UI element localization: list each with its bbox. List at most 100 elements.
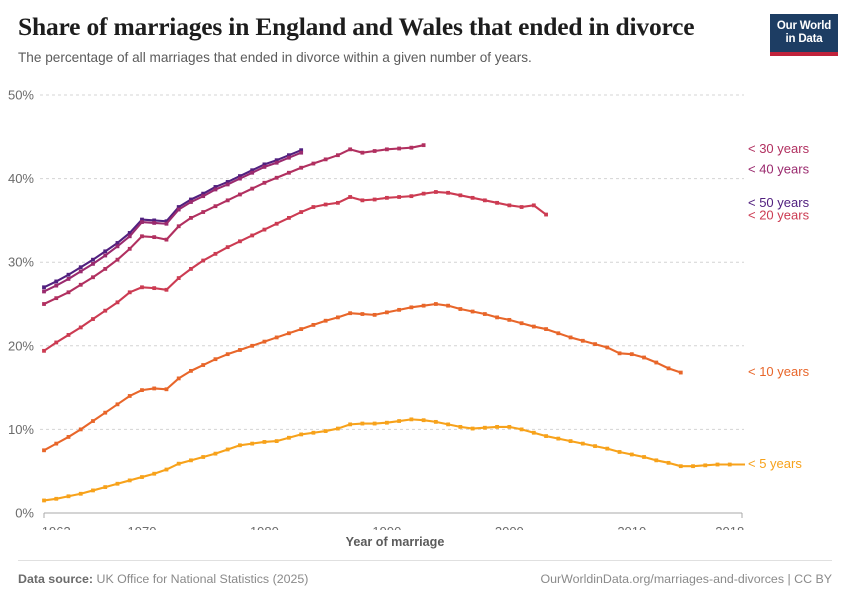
attribution-link[interactable]: OurWorldinData.org/marriages-and-divorce… [540,572,832,586]
series-label--10-years[interactable]: < 10 years [748,364,810,379]
data-point-marker [164,237,169,242]
our-world-in-data-logo[interactable]: Our World in Data [770,14,838,56]
data-point-marker [335,153,340,158]
data-point-marker [360,421,365,426]
data-point-marker [593,342,597,347]
data-point-marker [348,422,353,427]
data-point-marker [127,234,132,239]
data-point-marker [127,478,132,483]
data-point-marker [384,420,389,425]
x-axis-tick-label: 2018 [715,524,744,530]
data-point-marker [189,215,193,220]
data-point-marker [54,296,59,301]
data-point-marker [299,210,304,214]
data-point-marker [176,276,181,280]
data-point-marker [103,253,108,258]
data-point-marker [250,233,255,238]
series--40-years[interactable] [42,150,304,294]
data-point-marker [519,321,524,326]
chart-footer: Data source: UK Office for National Stat… [18,560,832,586]
data-point-marker [176,376,181,381]
data-point-marker [225,245,230,250]
series--10-years[interactable] [42,302,683,453]
series-label--20-years[interactable]: < 20 years [748,208,810,223]
y-axis-tick-label: 10% [8,422,34,437]
series-label--50-years[interactable]: < 50 years [748,195,810,210]
data-point-marker [164,467,169,472]
data-point-marker [617,351,622,356]
data-point-marker [127,246,132,251]
data-point-marker [531,203,536,208]
data-point-marker [78,491,83,496]
data-point-marker [495,315,499,320]
data-point-marker [78,269,83,274]
x-axis-tick-label: 2000 [495,524,524,530]
data-point-marker [189,368,193,373]
data-point-marker [409,305,414,310]
data-point-marker [42,302,46,306]
data-point-marker [678,464,683,469]
data-point-marker [299,327,304,331]
data-point-marker [299,148,304,153]
data-point-marker [42,289,46,294]
series--30-years[interactable] [42,143,426,306]
data-point-marker [103,485,108,489]
data-point-marker [54,340,59,345]
data-point-marker [54,283,59,288]
data-point-marker [78,265,83,270]
data-point-marker [654,458,659,463]
series-label--40-years[interactable]: < 40 years [748,162,810,177]
data-point-marker [225,352,230,357]
data-point-marker [397,307,402,312]
data-point-marker [127,394,132,398]
logo-line-2: in Data [785,33,823,45]
data-source-label: Data source: [18,572,94,586]
data-point-marker [238,348,242,352]
data-point-marker [360,150,365,155]
data-point-marker [458,193,463,198]
x-axis-tick-label: 1970 [128,524,157,530]
data-point-marker [556,331,561,336]
data-point-marker [238,239,242,244]
series--50-years[interactable] [42,148,304,290]
data-point-marker [507,317,512,322]
data-point-marker [54,441,59,446]
data-point-marker [103,266,108,271]
data-point-marker [458,307,463,311]
data-point-marker [225,447,230,452]
data-point-marker [348,195,353,199]
data-point-marker [54,496,59,501]
data-point-marker [238,174,242,178]
data-point-marker [446,190,451,195]
data-point-marker [348,311,353,316]
data-point-marker [201,455,206,459]
series-label--30-years[interactable]: < 30 years [748,141,810,156]
series--5-years[interactable] [42,417,732,503]
data-point-marker [91,419,95,423]
x-axis-tick-label: 2010 [617,524,646,530]
data-point-marker [164,287,169,292]
data-point-marker [311,323,316,327]
data-point-marker [42,348,46,353]
data-point-marker [470,195,475,200]
data-point-marker [274,175,279,180]
data-point-marker [274,335,279,340]
data-point-marker [250,168,255,173]
data-point-marker [176,205,181,209]
data-point-marker [201,191,206,196]
data-point-marker [568,335,573,340]
data-point-marker [287,155,291,160]
data-point-marker [446,422,451,427]
data-point-marker [323,429,328,433]
series--20-years[interactable] [42,190,548,353]
data-point-marker [384,195,389,200]
data-point-marker [654,360,659,365]
data-point-marker [225,182,230,187]
series-label--5-years[interactable]: < 5 years [748,456,802,471]
x-axis-tick-label: 1980 [250,524,279,530]
data-point-marker [605,345,610,350]
data-point-marker [66,494,71,499]
data-point-marker [140,475,144,479]
data-point-marker [213,185,218,189]
